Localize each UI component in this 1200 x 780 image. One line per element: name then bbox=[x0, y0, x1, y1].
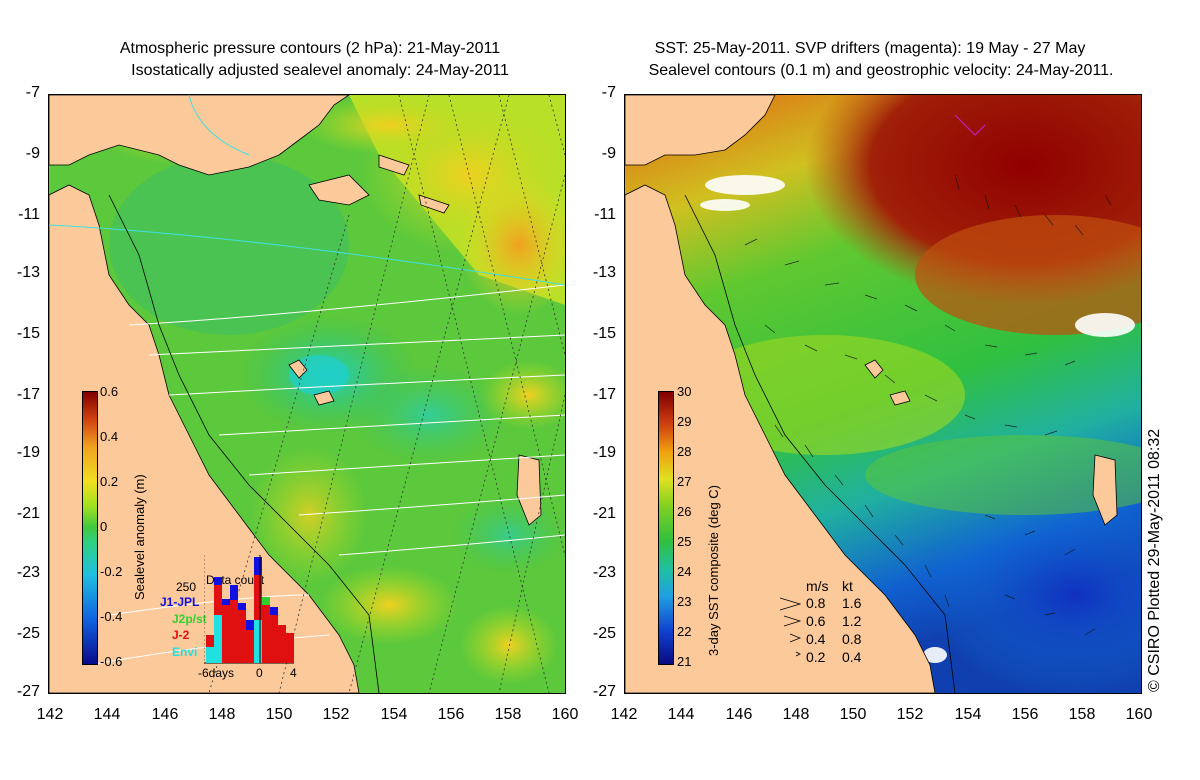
left-cb-tick-m0.2: -0.2 bbox=[100, 564, 123, 579]
left-cb-tick-0: 0 bbox=[100, 519, 108, 534]
left-cb-tick-0.2: 0.2 bbox=[100, 474, 119, 489]
velocity-row-ms-3: 0.2 bbox=[806, 649, 826, 665]
velocity-row-kt-3: 0.4 bbox=[842, 649, 862, 665]
csiro-credit: © CSIRO Plotted 29-May-2011 08:32 bbox=[1146, 428, 1163, 692]
left-y-tick: -21 bbox=[16, 505, 40, 522]
right-x-tick: 146 bbox=[725, 706, 753, 723]
legend-j2pst: J2p/st bbox=[172, 612, 207, 626]
right-y-tick: -25 bbox=[592, 625, 616, 642]
right-x-tick: 148 bbox=[782, 706, 810, 723]
right-cb-tick-27: 27 bbox=[677, 474, 692, 489]
left-y-tick: -7 bbox=[25, 84, 40, 101]
data-count-x-zero: 0 bbox=[256, 666, 263, 680]
right-x-tick: 156 bbox=[1011, 706, 1039, 723]
right-land-australia bbox=[625, 184, 936, 693]
right-cb-tick-24: 24 bbox=[677, 564, 692, 579]
left-title-line2: Isostatically adjusted sealevel anomaly:… bbox=[131, 62, 509, 79]
geostrophic-velocity-arrows bbox=[744, 174, 1112, 636]
right-y-tick: -17 bbox=[592, 386, 616, 403]
left-map-svg bbox=[49, 95, 565, 693]
left-x-tick: 148 bbox=[208, 706, 236, 723]
velocity-row-kt-1: 1.2 bbox=[842, 613, 862, 629]
left-y-tick: -9 bbox=[25, 145, 40, 162]
velocity-row-kt-2: 0.8 bbox=[842, 631, 862, 647]
velocity-row-kt-0: 1.6 bbox=[842, 595, 862, 611]
left-x-tick: 156 bbox=[437, 706, 465, 723]
right-y-tick: -9 bbox=[601, 145, 616, 162]
right-x-tick: 150 bbox=[839, 706, 867, 723]
left-map-sea-level-anomaly bbox=[48, 94, 566, 694]
right-cb-tick-30: 30 bbox=[677, 384, 692, 399]
right-cb-tick-21: 21 bbox=[677, 654, 692, 669]
right-map-sst bbox=[624, 94, 1142, 694]
velocity-key-header-kt: kt bbox=[842, 578, 853, 594]
right-y-tick: -23 bbox=[592, 564, 616, 581]
velocity-row-ms-2: 0.4 bbox=[806, 631, 826, 647]
right-x-tick: 152 bbox=[896, 706, 924, 723]
right-y-tick: -11 bbox=[594, 206, 616, 223]
right-cb-tick-26: 26 bbox=[677, 504, 692, 519]
right-x-tick: 142 bbox=[610, 706, 638, 723]
right-colorbar bbox=[658, 391, 674, 665]
right-cb-tick-28: 28 bbox=[677, 444, 692, 459]
legend-j1-jpl: J1-JPL bbox=[160, 595, 200, 609]
left-y-tick: -13 bbox=[16, 264, 40, 281]
velocity-row-ms-1: 0.6 bbox=[806, 613, 826, 629]
left-y-tick: -23 bbox=[16, 564, 40, 581]
right-cb-tick-29: 29 bbox=[677, 414, 692, 429]
left-y-tick: -15 bbox=[16, 325, 40, 342]
right-y-tick: -15 bbox=[592, 325, 616, 342]
left-x-tick: 144 bbox=[93, 706, 121, 723]
legend-j2: J-2 bbox=[172, 628, 190, 642]
left-y-tick: -19 bbox=[16, 444, 40, 461]
left-x-tick: 158 bbox=[494, 706, 522, 723]
right-colorbar-label: 3-day SST composite (deg C) bbox=[706, 485, 721, 656]
velocity-key-arrows bbox=[779, 597, 802, 657]
right-y-tick: -13 bbox=[592, 264, 616, 281]
left-x-tick: 146 bbox=[151, 706, 179, 723]
left-land-australia bbox=[49, 184, 360, 693]
left-y-tick: -27 bbox=[16, 683, 40, 700]
right-cb-tick-22: 22 bbox=[677, 624, 692, 639]
left-y-tick: -17 bbox=[16, 386, 40, 403]
left-y-tick: -11 bbox=[18, 206, 40, 223]
left-colorbar bbox=[82, 391, 98, 665]
left-x-tick: 154 bbox=[380, 706, 408, 723]
left-x-tick: 160 bbox=[551, 706, 579, 723]
data-count-x-start: -6days bbox=[198, 666, 235, 680]
right-x-tick: 158 bbox=[1068, 706, 1096, 723]
right-cb-tick-23: 23 bbox=[677, 594, 692, 609]
data-count-x-end: 4 bbox=[290, 666, 297, 680]
right-x-tick: 154 bbox=[954, 706, 982, 723]
data-count-histogram bbox=[204, 555, 294, 664]
left-cb-tick-0.4: 0.4 bbox=[100, 429, 119, 444]
velocity-key-header-ms: m/s bbox=[806, 578, 829, 594]
left-land-reef-islands bbox=[288, 359, 542, 526]
right-y-tick: -21 bbox=[592, 505, 616, 522]
right-x-tick: 160 bbox=[1125, 706, 1153, 723]
left-land-islands-north bbox=[308, 154, 450, 214]
left-x-tick: 150 bbox=[265, 706, 293, 723]
left-cb-tick-m0.6: -0.6 bbox=[100, 654, 123, 669]
right-title-line2: Sealevel contours (0.1 m) and geostrophi… bbox=[648, 62, 1114, 79]
left-cb-tick-0.6: 0.6 bbox=[100, 384, 119, 399]
left-colorbar-label: Sealevel anomaly (m) bbox=[132, 474, 147, 600]
right-title-line1: SST: 25-May-2011. SVP drifters (magenta)… bbox=[654, 40, 1086, 57]
right-y-tick: -7 bbox=[601, 84, 616, 101]
left-y-tick: -25 bbox=[16, 625, 40, 642]
right-cb-tick-25: 25 bbox=[677, 534, 692, 549]
left-x-tick: 142 bbox=[36, 706, 64, 723]
velocity-row-ms-0: 0.8 bbox=[806, 595, 826, 611]
left-x-tick: 152 bbox=[322, 706, 350, 723]
right-y-tick: -27 bbox=[592, 683, 616, 700]
left-title-line1: Atmospheric pressure contours (2 hPa): 2… bbox=[119, 40, 501, 57]
right-land-new-guinea bbox=[625, 95, 776, 166]
left-land-new-guinea bbox=[49, 95, 350, 176]
legend-envi: Envi bbox=[172, 645, 198, 659]
right-map-svg bbox=[625, 95, 1141, 693]
right-x-tick: 144 bbox=[667, 706, 695, 723]
data-count-max: 250 bbox=[176, 580, 197, 594]
left-cb-tick-m0.4: -0.4 bbox=[100, 609, 123, 624]
right-y-tick: -19 bbox=[592, 444, 616, 461]
